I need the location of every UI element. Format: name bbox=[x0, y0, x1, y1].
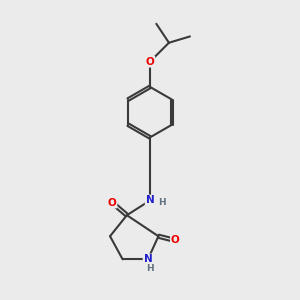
Text: H: H bbox=[158, 198, 166, 207]
Text: O: O bbox=[108, 198, 116, 208]
Text: O: O bbox=[146, 57, 154, 67]
Text: N: N bbox=[143, 254, 152, 264]
Text: H: H bbox=[146, 264, 154, 273]
Text: N: N bbox=[146, 196, 154, 206]
Text: O: O bbox=[171, 236, 180, 245]
